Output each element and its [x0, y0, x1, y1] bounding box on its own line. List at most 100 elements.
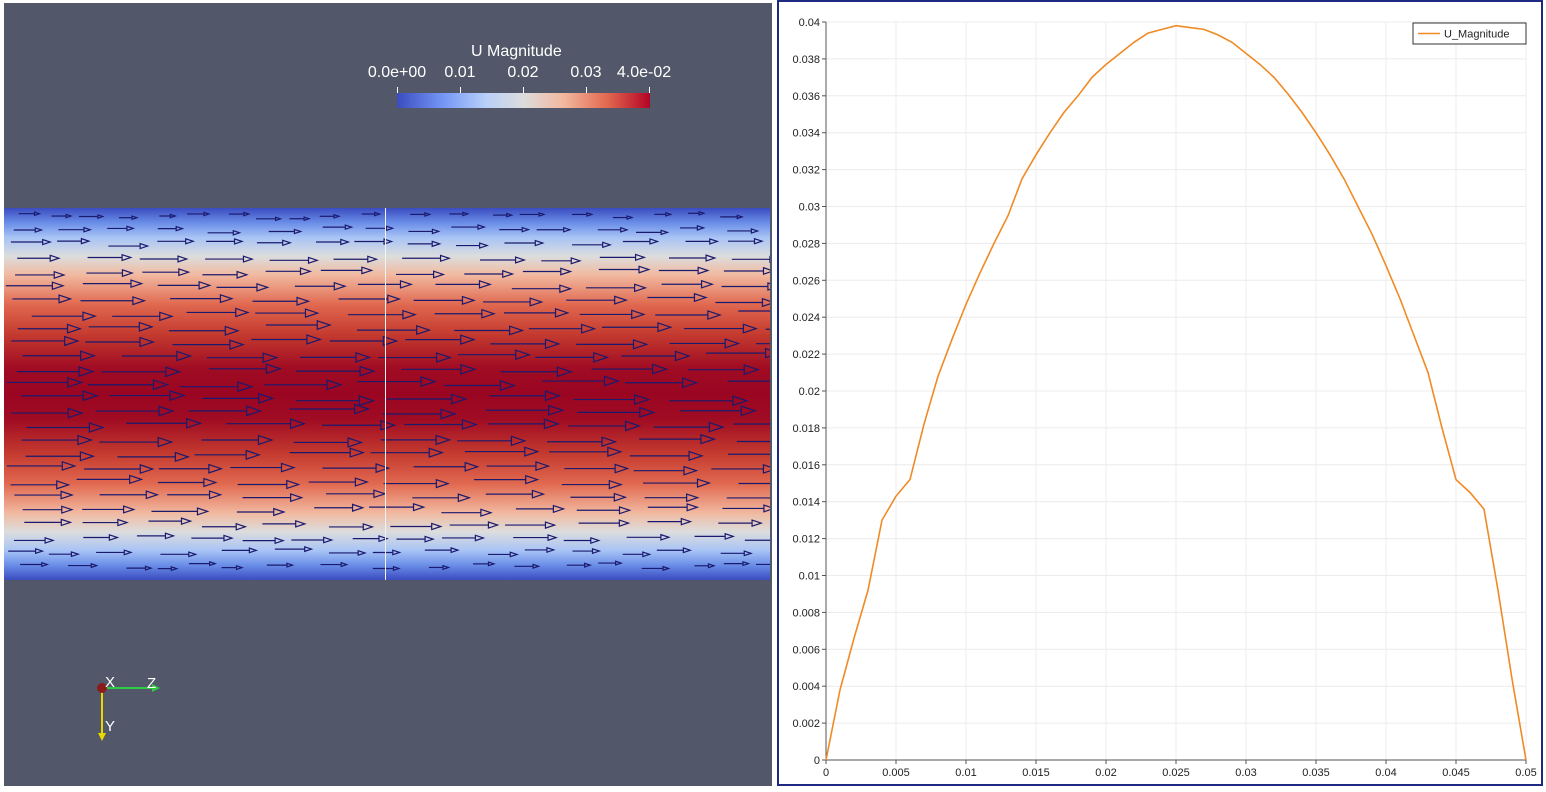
legend-tick-0 — [397, 87, 398, 94]
glyph-arrow — [86, 268, 135, 278]
glyph-arrow — [308, 477, 370, 487]
glyph-arrow — [444, 379, 517, 391]
glyph-arrow — [536, 226, 572, 233]
glyph-arrow — [179, 381, 254, 393]
glyph-arrow — [372, 549, 402, 556]
glyph-arrow — [728, 453, 770, 455]
glyph-arrow — [598, 265, 651, 274]
glyph-arrow — [687, 210, 706, 216]
glyph-arrow — [205, 255, 255, 263]
y-tick-label: 0.02 — [799, 386, 820, 398]
glyph-arrow — [639, 433, 717, 445]
glyph-arrow — [454, 325, 525, 336]
glyph-arrow — [402, 254, 452, 262]
glyph-arrow — [647, 292, 708, 303]
glyph-arrow — [17, 254, 61, 262]
glyph-arrow — [294, 281, 347, 291]
glyph-arrow — [348, 309, 417, 320]
y-tick-label: 0 — [814, 755, 820, 767]
glyph-arrow — [338, 294, 402, 304]
color-legend-bar — [397, 93, 650, 108]
glyph-arrow — [669, 338, 741, 349]
glyph-arrow — [718, 519, 764, 527]
glyph-arrow — [26, 422, 105, 433]
glyph-arrow — [647, 517, 693, 526]
glyph-arrow — [579, 309, 646, 320]
y-tick-label: 0.006 — [792, 644, 820, 656]
glyph-arrow — [457, 435, 527, 447]
y-tick-label: 0.002 — [792, 718, 820, 730]
glyph-arrow — [157, 280, 212, 290]
glyph-arrow — [22, 350, 97, 362]
glyph-arrow — [636, 229, 670, 236]
glyph-arrow — [624, 377, 699, 389]
glyph-arrow — [12, 294, 73, 304]
legend-tick-2 — [523, 87, 524, 94]
glyph-arrow — [333, 255, 379, 263]
glyph-arrow — [726, 497, 770, 499]
glyph-arrow — [622, 551, 652, 558]
glyph-arrow — [357, 325, 432, 336]
glyph-arrow — [669, 395, 749, 407]
glyph-arrow — [493, 212, 514, 218]
glyph-arrow — [456, 242, 490, 249]
glyph-arrow — [117, 451, 191, 463]
glyph-arrow — [372, 565, 401, 572]
velocity-colored-pipe — [4, 208, 770, 580]
glyph-arrow — [48, 551, 81, 558]
glyph-arrow — [84, 464, 155, 474]
glyph-arrow — [14, 490, 74, 500]
y-tick-label: 0.034 — [792, 128, 820, 140]
y-tick-label: 0.04 — [799, 17, 820, 29]
glyph-arrow — [370, 447, 445, 458]
glyph-arrow — [172, 339, 245, 350]
glyph-arrow — [573, 394, 651, 406]
glyph-arrow — [380, 434, 452, 446]
render-view[interactable]: U Magnitude 0.0e+00 0.01 0.02 0.03 4.0e-… — [4, 3, 772, 786]
glyph-arrow — [157, 237, 196, 245]
glyph-arrow — [320, 561, 349, 568]
glyph-arrow — [354, 238, 394, 245]
glyph-arrow — [295, 365, 376, 377]
glyph-arrow — [329, 335, 399, 347]
glyph-arrow — [221, 564, 244, 571]
glyph-arrow — [208, 363, 283, 375]
legend-tick-4 — [649, 87, 650, 94]
glyph-arrow — [641, 565, 671, 572]
x-tick-label: 0.025 — [1162, 767, 1190, 779]
glyph-arrow — [738, 482, 770, 485]
glyph-arrow — [435, 280, 493, 289]
glyph-arrow — [18, 211, 42, 217]
glyph-arrow — [511, 284, 573, 294]
x-tick-label: 0 — [823, 767, 829, 779]
glyph-arrow — [202, 392, 275, 404]
glyph-arrow — [6, 376, 84, 388]
glyph-arrow — [21, 434, 94, 446]
glyph-arrow — [644, 493, 700, 503]
glyph-arrow — [643, 478, 712, 488]
glyph-arrow — [148, 517, 193, 526]
glyph-arrow — [8, 547, 45, 555]
glyph-arrow — [99, 490, 160, 500]
glyph-arrow — [407, 240, 442, 248]
y-axis-label: Y — [105, 718, 116, 735]
glyph-arrow — [424, 547, 460, 554]
glyph-arrow — [170, 294, 234, 304]
glyph-arrow — [694, 563, 716, 569]
glyph-arrow — [561, 479, 623, 490]
glyph-arrow — [22, 505, 74, 514]
glyph-arrow — [722, 504, 770, 513]
glyph-arrow — [126, 417, 203, 429]
glyph-arrow — [17, 323, 83, 334]
glyph-arrow — [566, 562, 593, 568]
line-chart-view[interactable]: 0 0.005 0.01 0.015 0.02 0.025 0.03 0.035 0.04 0.0… — [777, 0, 1543, 786]
y-axis-arrow-icon — [98, 733, 106, 741]
glyph-arrow — [319, 213, 341, 219]
glyph-arrow — [513, 534, 558, 542]
glyph-arrow — [274, 545, 314, 553]
glyph-arrow — [188, 405, 263, 417]
glyph-arrow — [82, 505, 136, 514]
glyph-arrow — [15, 270, 66, 280]
glyph-arrow — [654, 211, 673, 217]
glyph-arrow — [20, 390, 99, 402]
